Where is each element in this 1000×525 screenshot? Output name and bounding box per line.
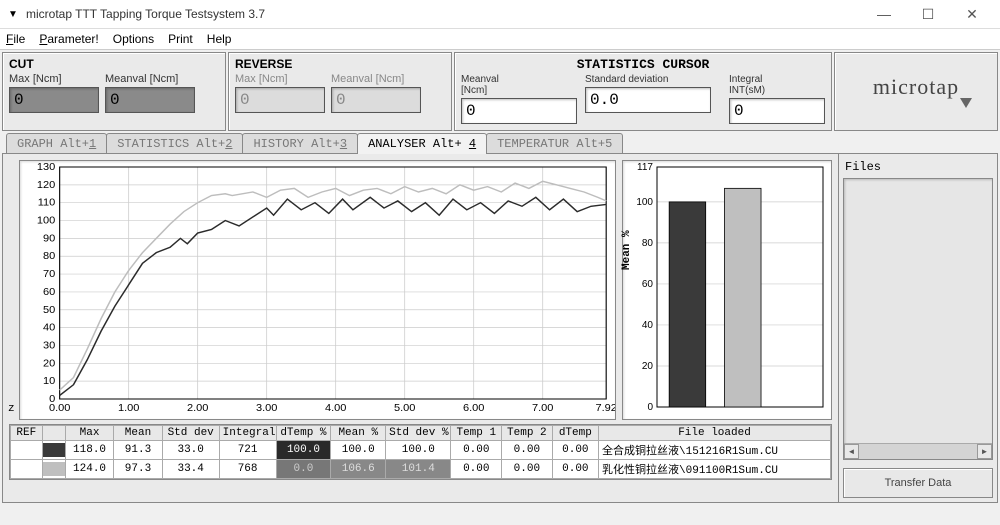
tab-statistics[interactable]: STATISTICS Alt+2 — [106, 133, 243, 154]
scroll-right-icon[interactable]: ► — [977, 444, 992, 459]
svg-text:40: 40 — [642, 320, 654, 331]
svg-text:80: 80 — [642, 238, 654, 249]
main-area: z 0 10 20 30 40 50 60 70 80 90 100 110 120 130 0.00 1.0… — [2, 153, 998, 503]
tab-history[interactable]: HISTORY Alt+3 — [242, 133, 358, 154]
panel-reverse: REVERSE Max [Ncm] 0 Meanval [Ncm] 0 — [228, 52, 452, 131]
svg-text:5.00: 5.00 — [394, 402, 416, 413]
window-controls: — ☐ ✕ — [862, 0, 994, 28]
svg-text:60: 60 — [642, 279, 654, 290]
window-close[interactable]: ✕ — [950, 0, 994, 28]
line-chart: z 01020304050607080901001101201300.001.0… — [19, 160, 616, 420]
stats-stddev-value: 0.0 — [585, 87, 711, 113]
reverse-mean-label: Meanval [Ncm] — [331, 73, 421, 85]
svg-text:40: 40 — [43, 322, 55, 333]
svg-text:100: 100 — [37, 215, 56, 226]
svg-text:4.00: 4.00 — [325, 402, 347, 413]
stats-mean-value: 0 — [461, 98, 577, 124]
files-list[interactable]: ◄ ► — [843, 178, 993, 460]
svg-text:80: 80 — [43, 251, 55, 262]
app-icon: ▼ — [6, 7, 20, 21]
cut-max-value: 0 — [9, 87, 99, 113]
svg-text:10: 10 — [43, 376, 55, 387]
svg-text:20: 20 — [43, 358, 55, 369]
files-label: Files — [845, 160, 993, 174]
reverse-max-label: Max [Ncm] — [235, 73, 325, 85]
svg-text:50: 50 — [43, 304, 55, 315]
svg-text:1.00: 1.00 — [118, 402, 140, 413]
stats-stddev-label: Standard deviation — [585, 74, 721, 85]
z-axis-label: z — [8, 403, 15, 415]
menu-file[interactable]: File — [6, 32, 25, 46]
svg-text:90: 90 — [43, 233, 55, 244]
reverse-mean-value: 0 — [331, 87, 421, 113]
menu-parameter[interactable]: Parameter! — [39, 32, 98, 46]
svg-text:0.00: 0.00 — [49, 402, 71, 413]
panel-logo: microtap — [834, 52, 998, 131]
tab-graph[interactable]: GRAPH Alt+1 — [6, 133, 107, 154]
panel-statistics-cursor: STATISTICS CURSOR Meanval[Ncm] 0 Standar… — [454, 52, 832, 131]
stats-int-label: IntegralINT(sM) — [729, 74, 825, 96]
bar-chart-ylabel: Mean % — [621, 230, 633, 270]
window-maximize[interactable]: ☐ — [906, 0, 950, 28]
files-panel: Files ◄ ► Transfer Data — [838, 154, 997, 502]
svg-text:60: 60 — [43, 286, 55, 297]
svg-text:0: 0 — [647, 402, 653, 413]
statistics-cursor-title: STATISTICS CURSOR — [461, 57, 825, 72]
window-minimize[interactable]: — — [862, 0, 906, 28]
menu-options[interactable]: Options — [113, 32, 154, 46]
stats-int-value: 0 — [729, 98, 825, 124]
files-hscrollbar[interactable]: ◄ ► — [844, 443, 992, 459]
svg-text:100: 100 — [636, 197, 653, 208]
tab-temperatur[interactable]: TEMPERATUR Alt+5 — [486, 133, 623, 154]
panel-reverse-title: REVERSE — [235, 57, 445, 71]
svg-text:110: 110 — [38, 197, 56, 208]
tab-analyser[interactable]: ANALYSER Alt+ 4 — [357, 133, 487, 154]
menu-print[interactable]: Print — [168, 32, 193, 46]
logo-triangle-icon — [960, 98, 972, 108]
stats-mean-label: Meanval[Ncm] — [461, 74, 577, 96]
bar-chart: Mean % 0 20 40 60 80 100 117 — [622, 160, 832, 420]
svg-text:7.00: 7.00 — [532, 402, 554, 413]
cut-max-label: Max [Ncm] — [9, 73, 99, 85]
svg-text:130: 130 — [37, 161, 56, 172]
svg-text:6.00: 6.00 — [463, 402, 485, 413]
charts-area: z 0 10 20 30 40 50 60 70 80 90 100 110 120 130 0.00 1.0… — [3, 154, 838, 502]
app-title: microtap TTT Tapping Torque Testsystem 3… — [26, 7, 265, 21]
svg-text:117: 117 — [637, 162, 653, 173]
top-panel-row: CUT Max [Ncm] 0 Meanval [Ncm] 0 REVERSE … — [2, 52, 998, 131]
transfer-data-button[interactable]: Transfer Data — [843, 468, 993, 498]
panel-cut-title: CUT — [9, 57, 219, 71]
reverse-max-value: 0 — [235, 87, 325, 113]
scroll-left-icon[interactable]: ◄ — [844, 444, 859, 459]
results-table: REFMaxMeanStd devIntegraldTemp %Mean %St… — [9, 424, 832, 480]
svg-text:3.00: 3.00 — [256, 402, 278, 413]
cut-mean-label: Meanval [Ncm] — [105, 73, 195, 85]
svg-text:30: 30 — [43, 340, 55, 351]
titlebar: ▼ microtap TTT Tapping Torque Testsystem… — [0, 0, 1000, 29]
svg-text:70: 70 — [43, 269, 55, 280]
panel-cut: CUT Max [Ncm] 0 Meanval [Ncm] 0 — [2, 52, 226, 131]
svg-text:7.92: 7.92 — [595, 402, 615, 413]
svg-text:2.00: 2.00 — [187, 402, 209, 413]
svg-text:20: 20 — [642, 361, 654, 372]
tab-bar: GRAPH Alt+1 STATISTICS Alt+2 HISTORY Alt… — [2, 133, 998, 154]
logo-text: microtap — [873, 74, 959, 100]
cut-mean-value: 0 — [105, 87, 195, 113]
menubar: File Parameter! Options Print Help — [0, 29, 1000, 50]
svg-text:120: 120 — [37, 179, 56, 190]
menu-help[interactable]: Help — [207, 32, 232, 46]
